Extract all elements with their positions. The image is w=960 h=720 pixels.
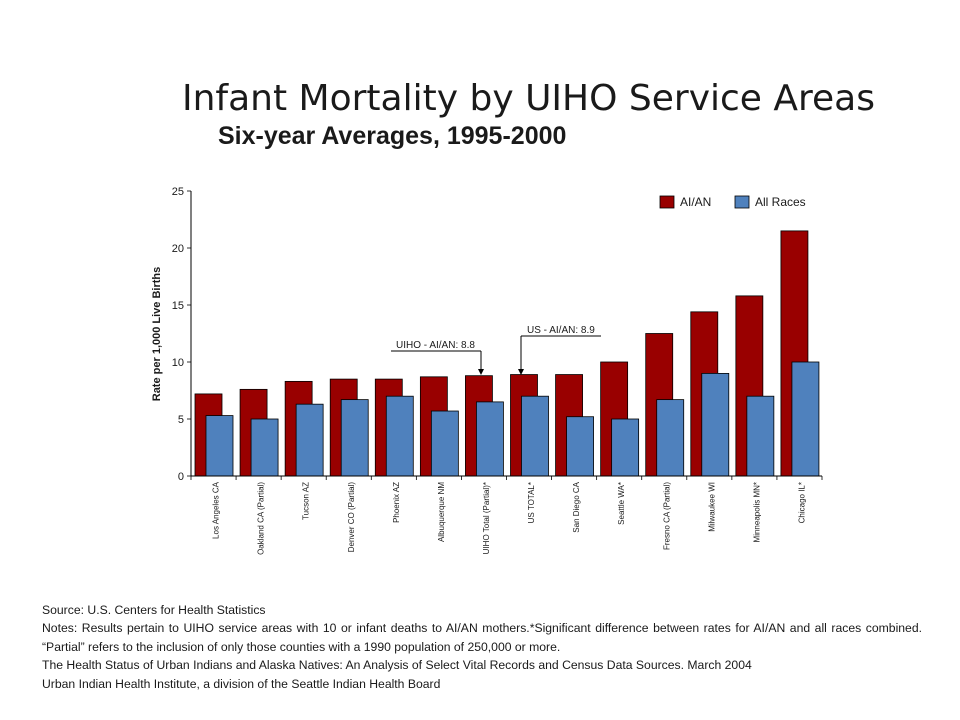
bar-all-races-denver-co-partial (340, 399, 369, 477)
citation-text: The Health Status of Urban Indians and A… (42, 658, 752, 673)
bar-all-races-minneapolis-mn (746, 395, 775, 477)
chart-legend: AI/AN All Races (659, 195, 806, 209)
x-tick-label-san-diego-ca: San Diego CA (572, 481, 581, 532)
bar-all-races-chicago-il (791, 361, 820, 477)
bar-all-races-seattle-wa (611, 418, 640, 477)
legend-label-ai-an: AI/AN (680, 195, 711, 209)
source-note: Source: U.S. Centers for Health Statisti… (42, 603, 266, 617)
bar-all-races-tucson-az (295, 403, 324, 477)
y-tick-label-15: 15 (172, 300, 184, 312)
x-tick-label-los-angeles-ca: Los Angeles CA (212, 481, 221, 539)
bar-chart: 0 5 10 15 20 25 Los Angeles CA Oakland CA (Par… (151, 186, 823, 555)
x-tick-label-milwaukee-wi: Milwaukee WI (707, 482, 716, 532)
y-tick-label-0: 0 (178, 471, 184, 483)
x-tick-label-seattle-wa: Seattle WA* (617, 482, 626, 525)
y-tick-label-10: 10 (172, 357, 184, 369)
annotation-us-arrowhead (518, 369, 524, 375)
x-tick-label-tucson-az: Tucson AZ (302, 482, 311, 520)
bar-all-races-fresno-ca-partial (656, 399, 685, 477)
annotation-uiho-label: UIHO - AI/AN: 8.8 (396, 340, 475, 351)
bar-all-races-milwaukee-wi (701, 372, 730, 477)
chart-bars (194, 230, 820, 477)
y-tick-label-20: 20 (172, 243, 184, 255)
x-tick-label-albuquerque-nm: Albuquerque NM (437, 482, 446, 542)
x-tick-labels: Los Angeles CA Oakland CA (Partial) Tucson… (212, 481, 807, 555)
notes-text: Notes: Results pertain to UIHO service a… (42, 621, 922, 654)
page-title: Infant Mortality by UIHO Service Areas (182, 78, 875, 119)
legend-swatch-all-races (734, 195, 750, 209)
x-tick-label-uiho-total-partial: UIHO Total (Partial)* (482, 482, 491, 554)
x-tick-label-minneapolis-mn: Minneapolis MN* (752, 482, 761, 542)
y-tick-label-25: 25 (172, 186, 184, 198)
y-tick-labels: 0 5 10 15 20 25 (172, 186, 184, 483)
y-tick-label-5: 5 (178, 414, 184, 426)
bar-all-races-phoenix-az (385, 395, 414, 477)
annotation-uiho-arrowhead (478, 369, 484, 375)
chart-annotations: UIHO - AI/AN: 8.8 US - AI/AN: 8.9 (391, 325, 601, 375)
bar-all-races-san-diego-ca (566, 416, 594, 477)
x-tick-label-us-total: US TOTAL* (527, 482, 536, 523)
x-tick-label-fresno-ca-partial: Fresno CA (Partial) (662, 482, 671, 550)
legend-swatch-ai-an (659, 195, 675, 209)
bar-all-races-albuquerque-nm (430, 410, 459, 477)
x-tick-label-chicago-il: Chicago IL* (797, 482, 806, 523)
bar-all-races-uiho-total-partial (476, 401, 504, 477)
y-axis-label: Rate per 1,000 Live Births (151, 267, 163, 402)
chart-axes (187, 190, 823, 480)
bar-all-races-los-angeles-ca (205, 415, 234, 477)
page-subtitle: Six-year Averages, 1995-2000 (218, 122, 567, 150)
x-tick-label-phoenix-az: Phoenix AZ (392, 482, 401, 523)
x-tick-label-denver-co-partial: Denver CO (Partial) (347, 482, 356, 553)
annotation-us-label: US - AI/AN: 8.9 (527, 325, 595, 336)
organization-text: Urban Indian Health Institute, a divisio… (42, 676, 441, 691)
x-tick-label-oakland-ca-partial: Oakland CA (Partial) (257, 482, 266, 555)
bar-all-races-oakland-ca-partial (250, 418, 279, 477)
legend-label-all-races: All Races (755, 195, 806, 209)
bar-all-races-us-total (521, 395, 549, 477)
footer-notes: Source: U.S. Centers for Health Statisti… (42, 601, 922, 693)
